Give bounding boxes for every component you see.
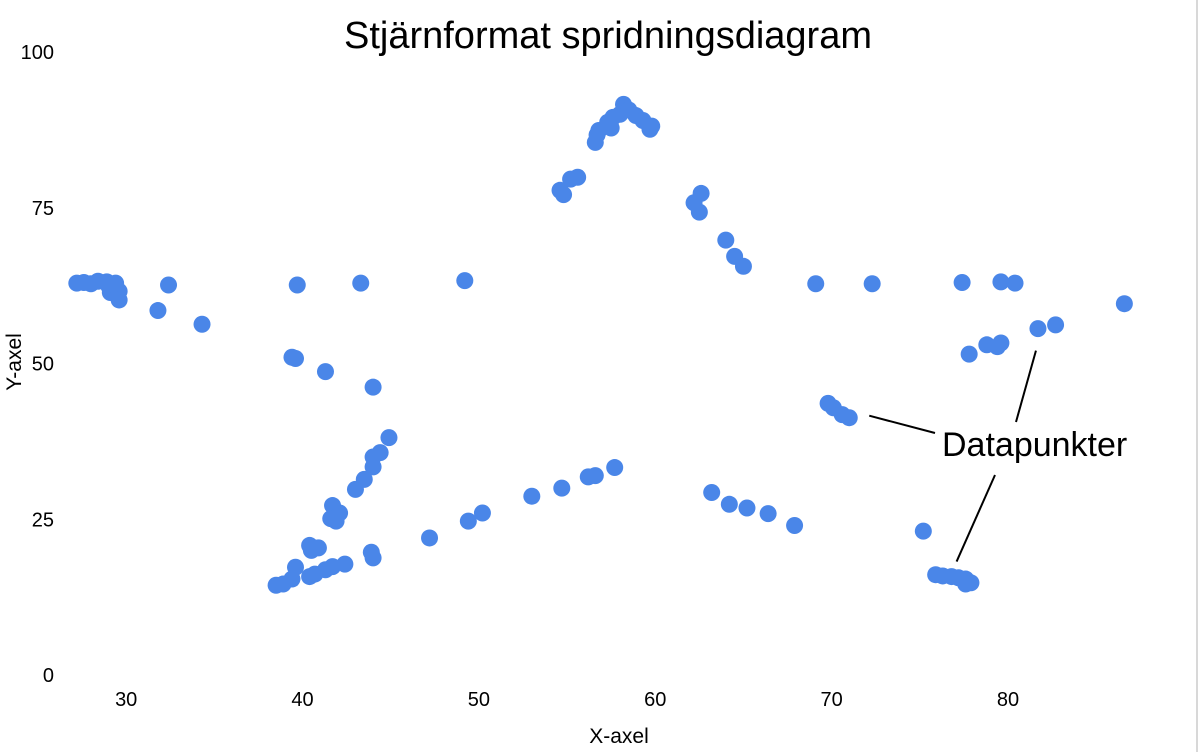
- data-point: [286, 350, 304, 368]
- x-tick-label: 50: [468, 689, 490, 711]
- x-axis-ticks: 30 40 50 60 70 80: [115, 689, 1019, 711]
- data-point: [553, 479, 571, 497]
- data-point: [690, 203, 708, 221]
- annotation-leader-line: [868, 414, 936, 434]
- data-point: [786, 516, 804, 534]
- data-point: [331, 504, 349, 522]
- data-point: [717, 231, 735, 249]
- x-tick-label: 30: [115, 689, 137, 711]
- data-point: [759, 505, 777, 523]
- y-axis-label: Y-axel: [3, 333, 26, 391]
- data-point: [456, 272, 474, 290]
- data-point: [1006, 274, 1024, 292]
- data-point: [193, 315, 211, 333]
- data-point: [734, 257, 752, 275]
- data-point: [316, 363, 334, 381]
- data-point: [738, 499, 756, 517]
- data-point: [352, 274, 370, 292]
- data-point: [473, 504, 491, 522]
- data-point: [957, 575, 975, 593]
- data-point: [110, 291, 128, 309]
- data-points: [68, 95, 1133, 594]
- data-point: [606, 459, 624, 477]
- x-tick-label: 70: [820, 689, 842, 711]
- annotation-leader-line: [955, 474, 996, 562]
- x-tick-label: 80: [997, 689, 1019, 711]
- data-point: [586, 467, 604, 485]
- data-point: [380, 429, 398, 447]
- data-point: [1029, 320, 1047, 338]
- data-point: [960, 345, 978, 363]
- x-tick-label: 60: [644, 689, 666, 711]
- data-point: [1115, 295, 1133, 313]
- y-tick-label: 25: [32, 509, 54, 531]
- data-point: [692, 184, 710, 202]
- data-point: [555, 186, 573, 204]
- data-point: [807, 275, 825, 293]
- data-point: [364, 378, 382, 396]
- data-point: [523, 487, 541, 505]
- data-point: [288, 276, 306, 294]
- data-point: [1047, 316, 1065, 334]
- annotation-leader-line: [1015, 350, 1037, 423]
- data-point: [301, 568, 319, 586]
- data-point: [364, 458, 382, 476]
- data-point: [421, 529, 439, 547]
- data-point: [978, 336, 996, 354]
- y-axis-ticks: 0 25 50 75 100: [21, 42, 54, 687]
- data-point: [953, 274, 971, 292]
- window-edge: [1196, 0, 1198, 752]
- data-point: [364, 549, 382, 567]
- data-point: [992, 273, 1010, 291]
- annotation: Datapunkter: [868, 350, 1127, 562]
- data-point: [914, 522, 932, 540]
- data-point: [346, 480, 364, 498]
- y-tick-label: 100: [21, 42, 54, 64]
- data-point: [459, 512, 477, 530]
- data-point: [569, 168, 587, 186]
- annotation-label: Datapunkter: [942, 426, 1127, 464]
- data-point: [840, 409, 858, 427]
- data-point: [107, 274, 125, 292]
- data-point: [160, 276, 178, 294]
- y-tick-label: 75: [32, 198, 54, 220]
- data-point: [309, 539, 327, 557]
- data-point: [703, 483, 721, 501]
- data-point: [643, 117, 661, 135]
- chart-title: Stjärnformat spridningsdiagram: [344, 15, 872, 57]
- x-tick-label: 40: [291, 689, 313, 711]
- data-point: [863, 275, 881, 293]
- x-axis-label: X-axel: [589, 725, 649, 748]
- y-tick-label: 0: [43, 665, 54, 687]
- data-point: [149, 302, 167, 320]
- y-tick-label: 50: [32, 354, 54, 376]
- data-point: [720, 495, 738, 513]
- data-point: [267, 576, 285, 594]
